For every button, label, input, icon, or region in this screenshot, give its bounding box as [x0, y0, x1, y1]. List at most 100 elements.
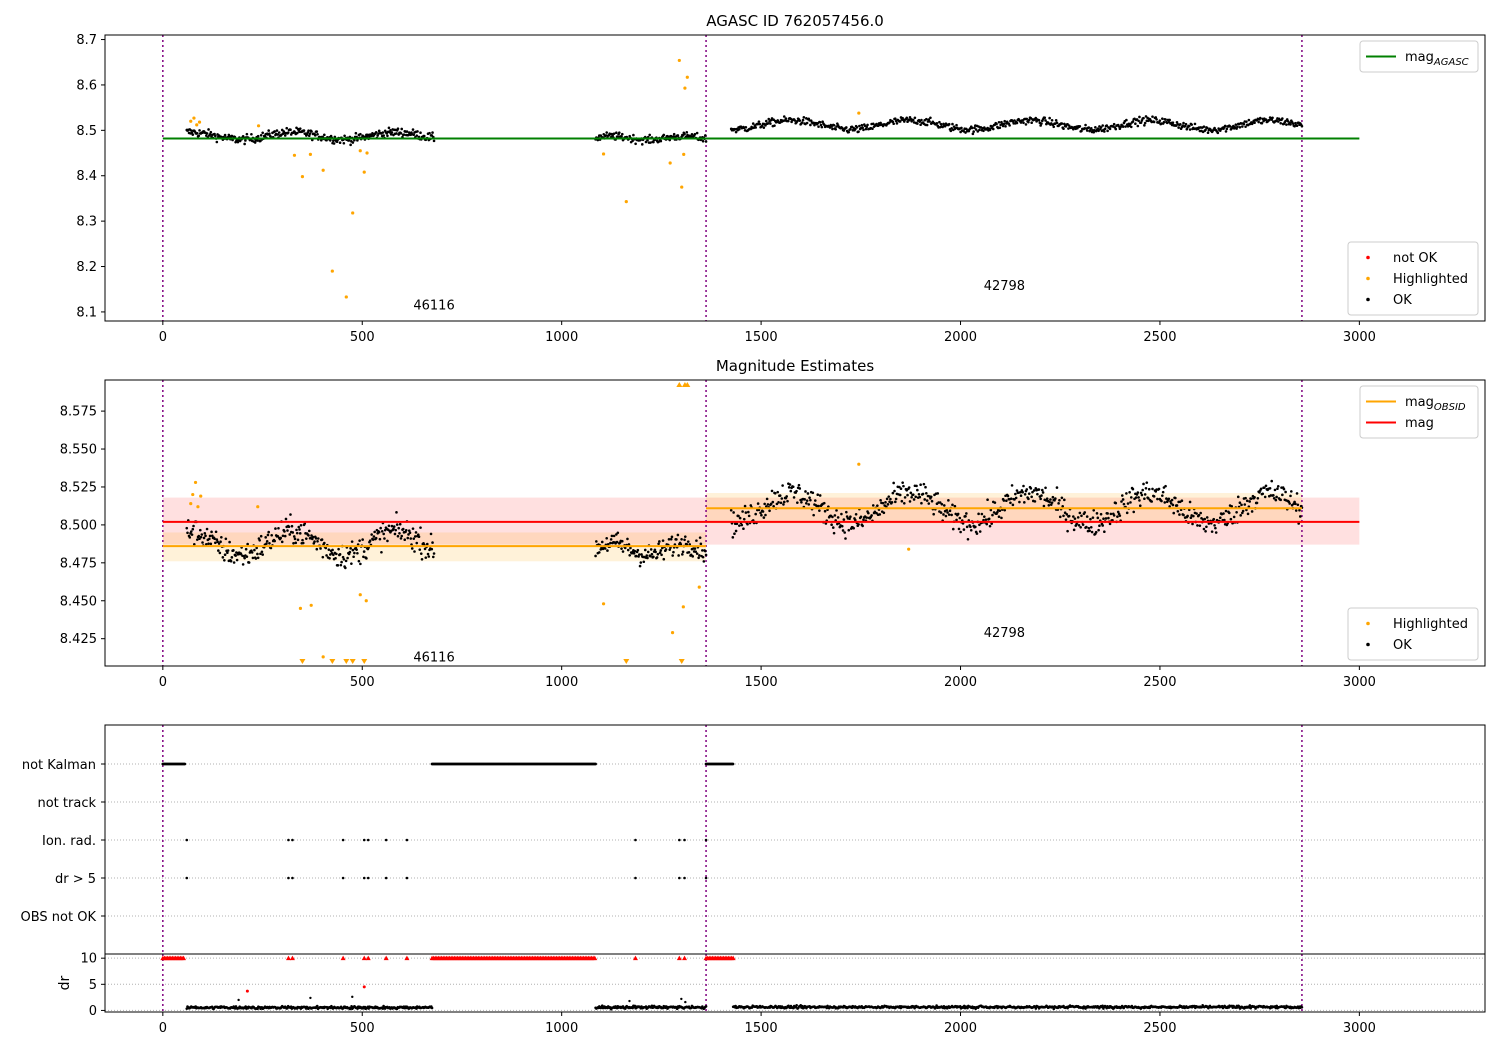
- estimates-ok-point: [694, 550, 697, 553]
- agasc-ok-point: [1129, 122, 1132, 126]
- estimates-ok-point: [217, 542, 221, 545]
- estimates-ok-point: [374, 536, 378, 540]
- dr-capped-marker: [682, 955, 688, 961]
- estimates-ok-point: [255, 546, 258, 550]
- estimates-ok-point: [230, 556, 234, 559]
- agasc-ok-point: [855, 126, 859, 129]
- estimates-ok-point: [649, 554, 652, 558]
- agasc-ok-point: [1114, 127, 1118, 131]
- agasc-ok-point: [988, 128, 992, 132]
- estimates-ok-point: [228, 540, 231, 544]
- estimates-ok-point: [1126, 502, 1130, 505]
- estimates-ok-point: [861, 524, 864, 528]
- agasc-ok-point: [205, 132, 209, 135]
- estimates-ok-point: [695, 539, 698, 542]
- agasc-legend-label: not OK: [1393, 251, 1438, 266]
- estimates-ok-point: [760, 513, 763, 517]
- estimates-xtick-label: 1000: [545, 675, 578, 690]
- dr-capped-marker: [340, 955, 346, 961]
- estimates-ok-point: [925, 499, 929, 502]
- agasc-ok-point: [1168, 118, 1171, 122]
- estimates-ok-point: [987, 517, 991, 521]
- agasc-ok-point: [798, 119, 802, 122]
- dr-capped-marker: [730, 955, 736, 961]
- estimates-ok-point: [1240, 503, 1243, 507]
- agasc-plot-area: 46116 42798 0 500 1000 1500 2000 2500 3000 8.1 8.2…: [76, 33, 1486, 345]
- estimates-ok-point: [244, 547, 248, 551]
- estimates-ok-point: [431, 555, 435, 559]
- agasc-ok-point: [1092, 130, 1096, 134]
- estimates-ok-point: [1270, 479, 1274, 483]
- agasc-ok-point: [1137, 119, 1140, 123]
- estimates-ok-point: [1062, 514, 1065, 518]
- agasc-ok-point: [657, 140, 660, 144]
- estimates-ytick-label: 8.425: [60, 632, 97, 647]
- flag-point: [678, 838, 681, 842]
- estimates-ok-point: [1258, 491, 1261, 494]
- estimates-ok-point: [247, 561, 251, 564]
- agasc-ok-point: [1178, 122, 1182, 126]
- agasc-panel-title: AGASC ID 762057456.0: [706, 12, 884, 30]
- estimates-ok-point: [787, 486, 791, 489]
- estimates-ok-point: [698, 536, 702, 539]
- agasc-ok-point: [236, 140, 240, 144]
- estimates-ok-point: [740, 523, 744, 527]
- estimates-ok-point: [239, 552, 243, 555]
- agasc-ok-point: [256, 139, 259, 142]
- estimates-ok-point: [776, 490, 780, 494]
- estimates-ok-point: [1255, 501, 1259, 505]
- agasc-ok-point: [1060, 122, 1064, 125]
- estimates-ok-point: [1037, 488, 1041, 491]
- estimates-ok-point: [357, 559, 361, 563]
- estimates-ok-point: [399, 537, 403, 540]
- agasc-ok-point: [238, 139, 242, 143]
- agasc-ok-point: [684, 135, 688, 139]
- estimates-ok-point: [1175, 504, 1179, 507]
- estimates-ok-point: [1077, 523, 1081, 527]
- estimates-ok-point: [652, 555, 655, 559]
- estimates-ok-point: [808, 496, 811, 500]
- agasc-ok-point: [1300, 124, 1304, 128]
- estimates-ok-point: [1288, 502, 1291, 505]
- estimates-ok-point: [892, 481, 895, 485]
- estimates-ok-point: [1096, 516, 1100, 520]
- dr-xtick-label: 2000: [944, 1021, 977, 1036]
- agasc-ok-point: [298, 127, 302, 130]
- estimates-ok-point: [1015, 489, 1019, 492]
- estimates-ok-point: [770, 489, 774, 493]
- agasc-legend-upper-right: magAGASC: [1359, 40, 1479, 73]
- estimates-ok-point: [1253, 496, 1256, 499]
- estimates-ok-point: [594, 554, 597, 558]
- estimates-ok-point: [1139, 491, 1143, 495]
- estimates-ok-point: [781, 484, 784, 487]
- estimates-ok-point: [1268, 486, 1272, 490]
- estimates-ok-point: [600, 540, 604, 544]
- dr-ytick-label: 0: [89, 1004, 97, 1019]
- agasc-ok-point: [1078, 125, 1082, 128]
- estimates-ok-point: [887, 495, 891, 498]
- dr-ok-point: [680, 997, 683, 1001]
- agasc-ok-point: [847, 130, 851, 134]
- estimates-ok-point: [265, 542, 268, 545]
- estimates-ok-point: [324, 546, 328, 550]
- estimates-ok-point: [677, 554, 680, 557]
- agasc-ok-point: [283, 134, 287, 137]
- estimates-ok-point: [307, 529, 311, 533]
- estimates-ok-point: [417, 535, 421, 539]
- agasc-ok-point: [351, 141, 355, 144]
- agasc-ok-point: [1027, 120, 1030, 124]
- estimates-ok-point: [1160, 499, 1163, 503]
- estimates-ok-point: [922, 482, 926, 486]
- estimates-ok-point: [929, 495, 933, 499]
- estimates-ok-point: [349, 547, 352, 550]
- agasc-ok-point: [250, 132, 253, 136]
- dr-capped-marker: [285, 955, 291, 961]
- estimates-ok-point: [1147, 497, 1150, 500]
- estimates-ok-point: [1236, 495, 1240, 499]
- estimates-ok-point: [1085, 525, 1088, 529]
- estimates-ok-point: [840, 524, 844, 528]
- estimates-ok-point: [397, 526, 401, 530]
- estimates-ok-point: [978, 523, 981, 527]
- estimates-ok-point: [295, 531, 299, 535]
